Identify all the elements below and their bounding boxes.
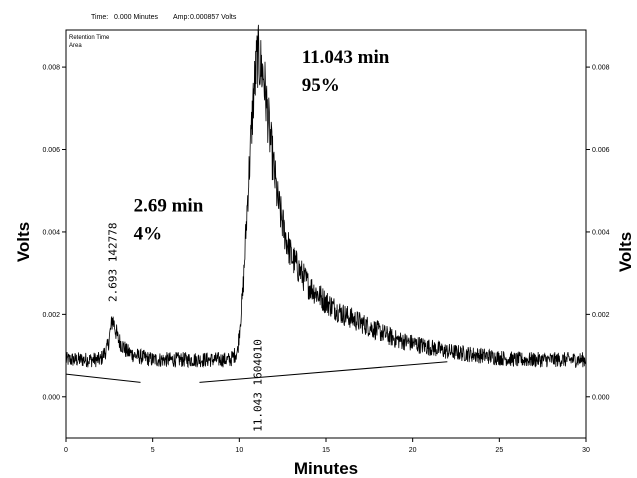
annotation-percent: 4%: [134, 223, 163, 244]
peak-labels: 2.693 142778 11.043 1604010: [107, 223, 265, 432]
integration-baseline: [199, 361, 448, 383]
annotation-time: 11.043 min: [302, 47, 390, 68]
series-line: [65, 24, 587, 369]
peak-label: 2.693 142778: [107, 223, 120, 302]
series-layer: [65, 24, 587, 369]
y-tick-label-right: 0.008: [592, 65, 610, 72]
x-tick-label: 25: [495, 447, 503, 454]
annotation-percent: 95%: [302, 75, 340, 96]
x-axis-title: Minutes: [294, 459, 358, 478]
integration-baseline: [65, 373, 141, 383]
y-tick-label-right: 0.000: [592, 394, 610, 401]
x-tick-label: 0: [64, 447, 68, 454]
annotations: 2.69 min 4% 11.043 min 95%: [134, 47, 390, 244]
x-tick-label: 30: [582, 447, 590, 454]
status-amp-label: Amp:: [173, 14, 189, 21]
y-tick-label-right: 0.002: [592, 312, 610, 319]
y-tick-label-left: 0.004: [42, 229, 60, 236]
y-tick-label-right: 0.004: [592, 229, 610, 236]
status-time-label: Time:: [91, 14, 108, 21]
y-tick-label-left: 0.002: [42, 312, 60, 319]
status-amp-value: 0.000857 Volts: [190, 14, 237, 21]
y-tick-label-left: 0.006: [42, 147, 60, 154]
y-tick-label-left: 0.008: [42, 65, 60, 72]
x-tick-label: 5: [151, 447, 155, 454]
x-tick-label: 20: [409, 447, 417, 454]
peak-label: 11.043 1604010: [251, 339, 264, 432]
y-tick-label-right: 0.006: [592, 147, 610, 154]
axis-ticks: 0 5 10 15 20 25 30 0.000 0.000 0.002 0.002 0.004 0.0…: [42, 65, 609, 454]
y-axis-title-right: Volts: [616, 232, 635, 272]
x-tick-label: 15: [322, 447, 330, 454]
y-axis-title-left: Volts: [14, 222, 33, 262]
y-tick-label-left: 0.000: [42, 394, 60, 401]
annotation-time: 2.69 min: [134, 195, 204, 216]
legend-entry-retention-time: Retention Time: [69, 35, 110, 41]
x-tick-label: 10: [235, 447, 243, 454]
status-time-value: 0.000 Minutes: [114, 14, 158, 21]
status-bar: Time: 0.000 Minutes Amp: 0.000857 Volts: [91, 14, 237, 21]
baseline-layer: [65, 361, 448, 383]
legend-entry-area: Area: [69, 43, 82, 49]
